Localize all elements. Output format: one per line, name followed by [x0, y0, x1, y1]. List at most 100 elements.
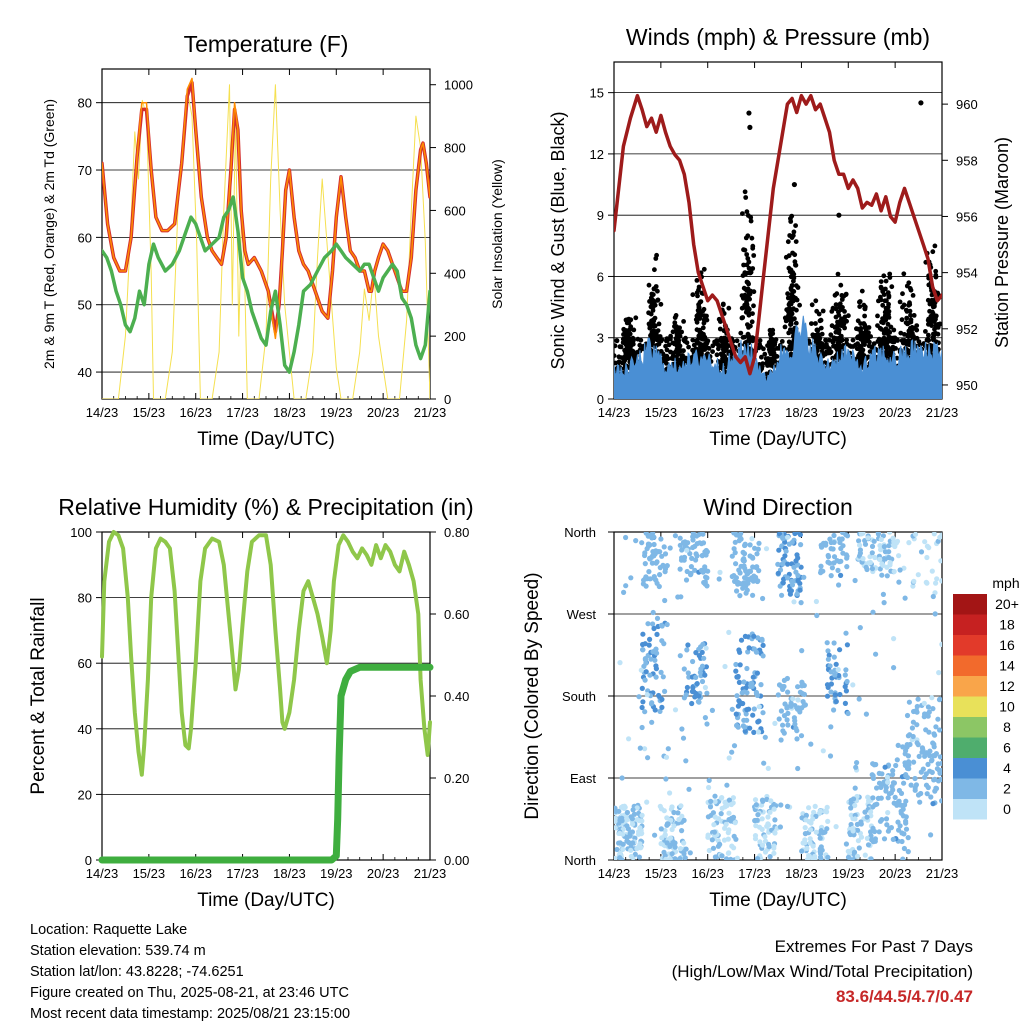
extremes-values: 83.6/44.5/4.7/0.47 [835, 987, 973, 1006]
direction-point [754, 551, 760, 557]
y-tick-label: 40 [78, 365, 92, 380]
direction-point [677, 535, 683, 541]
direction-point [751, 633, 757, 639]
gust-point [883, 317, 889, 323]
x-axis-label: Time (Day/UTC) [709, 429, 847, 450]
gust-point [774, 346, 780, 351]
gust-point [797, 302, 802, 308]
direction-point [808, 741, 814, 747]
gust-point [646, 321, 652, 327]
direction-point [896, 579, 902, 585]
gust-point [694, 278, 700, 283]
direction-point [872, 554, 878, 561]
direction-point [722, 663, 728, 670]
direction-point [662, 551, 669, 557]
gust-point [686, 344, 691, 350]
direction-point [614, 805, 618, 811]
direction-point [899, 830, 905, 836]
direction-point [848, 805, 854, 811]
gust-point [850, 344, 856, 349]
direction-point [679, 828, 685, 834]
series-precip [98, 663, 434, 864]
gust-point [745, 332, 751, 337]
direction-point [908, 782, 914, 788]
gust-point [890, 346, 896, 352]
direction-point [707, 804, 714, 810]
direction-point [767, 809, 773, 815]
gust-point [628, 324, 634, 330]
direction-point [733, 836, 739, 842]
gust-point [923, 329, 928, 334]
y2-tick-label: 954 [956, 266, 978, 281]
direction-point [933, 724, 939, 730]
y-tick-label: 0 [597, 392, 604, 407]
winds-series [614, 93, 942, 399]
direction-point [731, 532, 737, 536]
direction-point [898, 808, 904, 814]
direction-point [922, 753, 928, 759]
x-tick-label: 15/23 [133, 405, 166, 420]
colorbar-swatch [953, 635, 987, 656]
direction-point [704, 721, 710, 727]
direction-point [771, 806, 777, 812]
x-tick-label: 16/23 [691, 405, 724, 420]
gust-point [748, 288, 754, 294]
direction-point [628, 847, 634, 853]
direction-point [667, 843, 673, 850]
direction-point [795, 765, 801, 772]
direction-point [905, 849, 911, 855]
gust-point [631, 327, 637, 333]
gust-point [860, 347, 866, 353]
direction-point [856, 696, 862, 702]
direction-point [633, 538, 639, 544]
direction-point [710, 845, 717, 851]
gust-point [706, 346, 712, 351]
gust-point [901, 302, 907, 308]
direction-point [767, 854, 773, 860]
gust-point [932, 243, 938, 249]
direction-point [896, 553, 902, 559]
direction-point [677, 566, 683, 572]
gust-point [850, 337, 856, 343]
gust-point [630, 338, 636, 344]
direction-point [749, 680, 755, 687]
direction-point [772, 720, 778, 727]
direction-point [912, 785, 918, 791]
direction-point [760, 798, 766, 804]
direction-point [911, 578, 917, 584]
direction-point [693, 557, 699, 563]
direction-point [778, 737, 784, 743]
direction-point [644, 799, 650, 805]
speed-colorbar: mph 20+ 18 16 14 12 10 8 6 4 2 0 [953, 575, 1020, 820]
direction-point [650, 649, 656, 655]
direction-point [879, 817, 885, 823]
direction-point [653, 674, 659, 680]
chart-title: Temperature (F) [184, 31, 349, 57]
colorbar-swatch [953, 758, 987, 779]
gust-point [614, 343, 618, 349]
direction-point [791, 599, 797, 605]
gust-point [928, 313, 934, 319]
direction-point [726, 629, 732, 636]
direction-point [737, 662, 743, 668]
gust-point [826, 337, 832, 343]
direction-point [759, 637, 765, 644]
direction-point [672, 856, 678, 860]
gust-point [743, 235, 749, 241]
direction-point [825, 648, 831, 654]
gust-point [619, 355, 625, 360]
direction-point [884, 822, 890, 828]
x-tick-label: 15/23 [645, 405, 678, 420]
direction-point [664, 621, 670, 628]
direction-point [750, 674, 756, 680]
gust-point [831, 335, 837, 341]
direction-point [863, 564, 869, 570]
direction-point [885, 779, 891, 785]
direction-point [746, 645, 752, 651]
direction-point [824, 682, 831, 688]
direction-point [813, 598, 820, 605]
direction-point [867, 554, 873, 560]
direction-point [824, 693, 831, 699]
gust-point [672, 320, 678, 326]
direction-point [733, 575, 740, 581]
